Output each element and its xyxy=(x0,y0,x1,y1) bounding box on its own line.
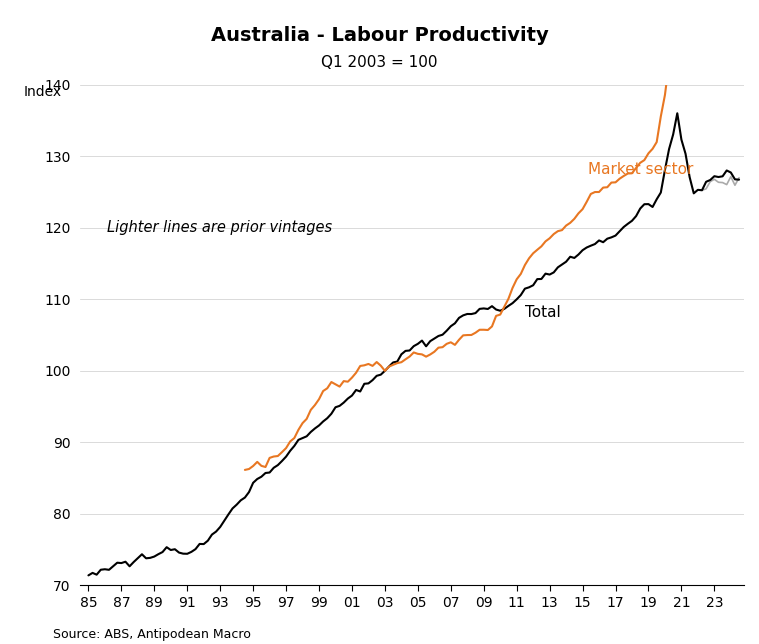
Text: Total: Total xyxy=(525,305,561,320)
Text: Source: ABS, Antipodean Macro: Source: ABS, Antipodean Macro xyxy=(53,628,251,641)
Text: Index: Index xyxy=(24,85,62,99)
Text: Market sector: Market sector xyxy=(587,162,693,177)
Text: Lighter lines are prior vintages: Lighter lines are prior vintages xyxy=(107,220,332,235)
Text: Australia - Labour Productivity: Australia - Labour Productivity xyxy=(211,26,548,45)
Text: Q1 2003 = 100: Q1 2003 = 100 xyxy=(321,55,438,70)
